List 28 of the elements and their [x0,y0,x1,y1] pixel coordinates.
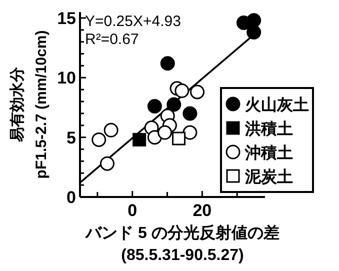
point [182,125,198,140]
point [182,106,198,121]
y-tick-label: 15 [57,8,76,28]
x-axis-title: バンド 5 の分光反射値の差 (85.5.31-90.5.27) [84,224,280,264]
point [246,25,262,40]
point [174,84,190,98]
y-tick-label: 10 [57,68,76,88]
point [190,84,205,100]
annotation: Y=0.25X+4.93 [85,13,181,30]
legend-label: 沖積土 [244,144,293,162]
point [166,97,182,112]
point [160,56,175,71]
x-tick-label: 20 [192,201,212,220]
annotation: R²=0.67 [85,31,139,48]
point [104,122,118,138]
point [172,132,186,146]
legend-label: 洪積土 [244,120,293,138]
y-tick-label: 5 [66,128,76,148]
legend-label: 火山灰土 [245,96,309,114]
point [158,125,172,140]
point [147,99,162,114]
y-tick-label: 0 [66,188,76,207]
legend-label: 泥炭土 [244,168,293,186]
y-axis-title: 易有効水分 pF1.5-2.7 (mm/10cm) [9,30,50,179]
point [100,156,114,171]
point [246,13,262,28]
point [92,132,106,147]
point [132,132,146,146]
